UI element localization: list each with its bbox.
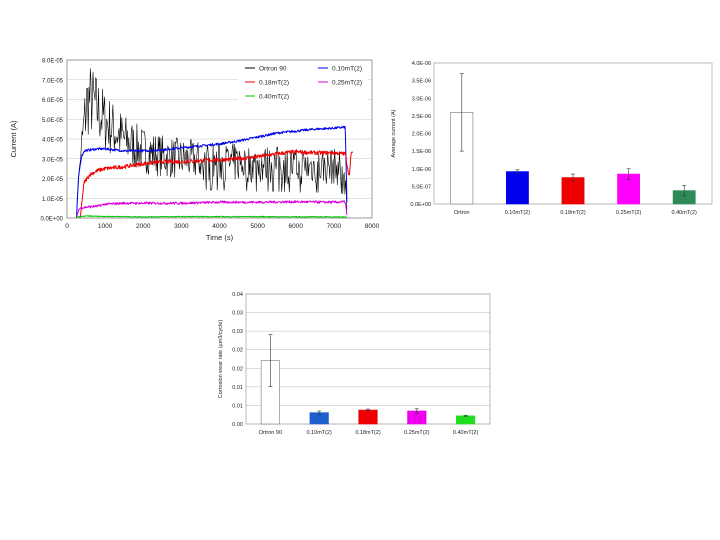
y-tick-label: 7.0E-05 (42, 78, 64, 84)
y-tick-label: 3.0E-05 (42, 157, 64, 163)
y-tick-label: 4.0E-06 (412, 61, 431, 67)
x-tick-label: 0.40mT(2) (453, 430, 479, 436)
legend-label: 0.25mT(2) (332, 80, 362, 87)
y-tick-label: 1.5E-06 (412, 149, 431, 155)
y-tick-label: 0.00 (232, 422, 243, 428)
series-line (76, 200, 348, 219)
x-tick-label: 6000 (289, 223, 304, 230)
bar (505, 171, 529, 205)
series-line (76, 68, 348, 219)
y-tick-label: 0.04 (232, 292, 243, 298)
series-line (76, 215, 348, 219)
y-tick-label: 3.0E-06 (412, 96, 431, 102)
x-tick-label: 0.40mT(2) (672, 210, 698, 216)
x-tick-label: 0.10mT(2) (307, 430, 333, 436)
x-tick-label: Ortron (454, 210, 470, 216)
corrosion-wear-rate-chart: 0.00 0.01 0.01 0.02 0.02 0.03 0.03 0.04 Ortron … (218, 292, 491, 436)
legend-box (238, 62, 368, 102)
bar (561, 177, 585, 205)
y-tick-label: 5.0E-05 (42, 118, 64, 124)
average-current-chart: 0.0E+00 5.0E-07 1.0E-06 1.5E-06 2.0E-06 2.5E-… (391, 61, 713, 216)
y-tick-label: 0.02 (232, 366, 243, 372)
y-tick-label: 4.0E-05 (42, 138, 64, 144)
y-tick-label: 0.01 (232, 385, 243, 391)
legend-label: 0.18mT(2) (259, 80, 289, 87)
x-tick-label: 1000 (98, 223, 113, 230)
x-tick-label: 4000 (212, 223, 227, 230)
y-axis-label: Average current (A) (391, 109, 397, 157)
x-tick-label: 5000 (250, 223, 265, 230)
y-tick-label: 3.5E-06 (412, 79, 431, 85)
bar (358, 409, 378, 425)
plot-area (66, 59, 373, 219)
legend: Ortron 90 0.10mT(2) 0.18mT(2) 0.25mT(2) 0.40… (238, 62, 368, 102)
plot-area (245, 293, 491, 425)
x-tick-label: 0.10mT(2) (505, 210, 531, 216)
current-time-chart: 0.0E+00 1.0E-05 2.0E-05 3.0E-05 4.0E-05 5.0E-… (9, 59, 380, 243)
y-tick-label: 0.0E+00 (40, 217, 63, 223)
y-tick-label: 2.0E-05 (42, 177, 64, 183)
legend-label: 0.10mT(2) (332, 66, 362, 73)
y-tick-label: 0.02 (232, 348, 243, 354)
x-tick-label: 0.18mT(2) (560, 210, 586, 216)
series-line (76, 125, 348, 218)
x-tick-label: 3000 (174, 223, 189, 230)
x-tick-label: Ortron 90 (259, 430, 282, 436)
y-axis-label: Corrosion wear rate (µm3/cycle) (218, 320, 224, 399)
x-tick-label: 0.25mT(2) (404, 430, 430, 436)
x-tick-label: 0.25mT(2) (616, 210, 642, 216)
y-tick-label: 6.0E-05 (42, 98, 64, 104)
x-axis-label: Time (s) (206, 233, 234, 242)
y-tick-label: 2.0E-06 (412, 132, 431, 138)
x-tick-label: 0 (65, 223, 69, 230)
legend-label: 0.40mT(2) (259, 94, 289, 101)
y-axis-label: Current (A) (9, 120, 18, 158)
y-tick-label: 0.03 (232, 311, 243, 317)
legend-label: Ortron 90 (259, 66, 287, 73)
x-tick-label: 2000 (136, 223, 151, 230)
y-tick-label: 5.0E-07 (412, 184, 431, 190)
bar (456, 415, 476, 425)
y-tick-label: 1.0E-06 (412, 167, 431, 173)
y-tick-label: 1.0E-05 (42, 197, 64, 203)
y-tick-label: 0.01 (232, 403, 243, 409)
y-tick-label: 2.5E-06 (412, 114, 431, 120)
y-tick-label: 0.0E+00 (410, 202, 431, 208)
series-line (79, 149, 354, 218)
y-tick-label: 8.0E-05 (42, 59, 64, 65)
x-tick-label: 8000 (365, 223, 380, 230)
y-tick-label: 0.03 (232, 329, 243, 335)
x-tick-label: 7000 (327, 223, 342, 230)
x-tick-label: 0.18mT(2) (355, 430, 381, 436)
